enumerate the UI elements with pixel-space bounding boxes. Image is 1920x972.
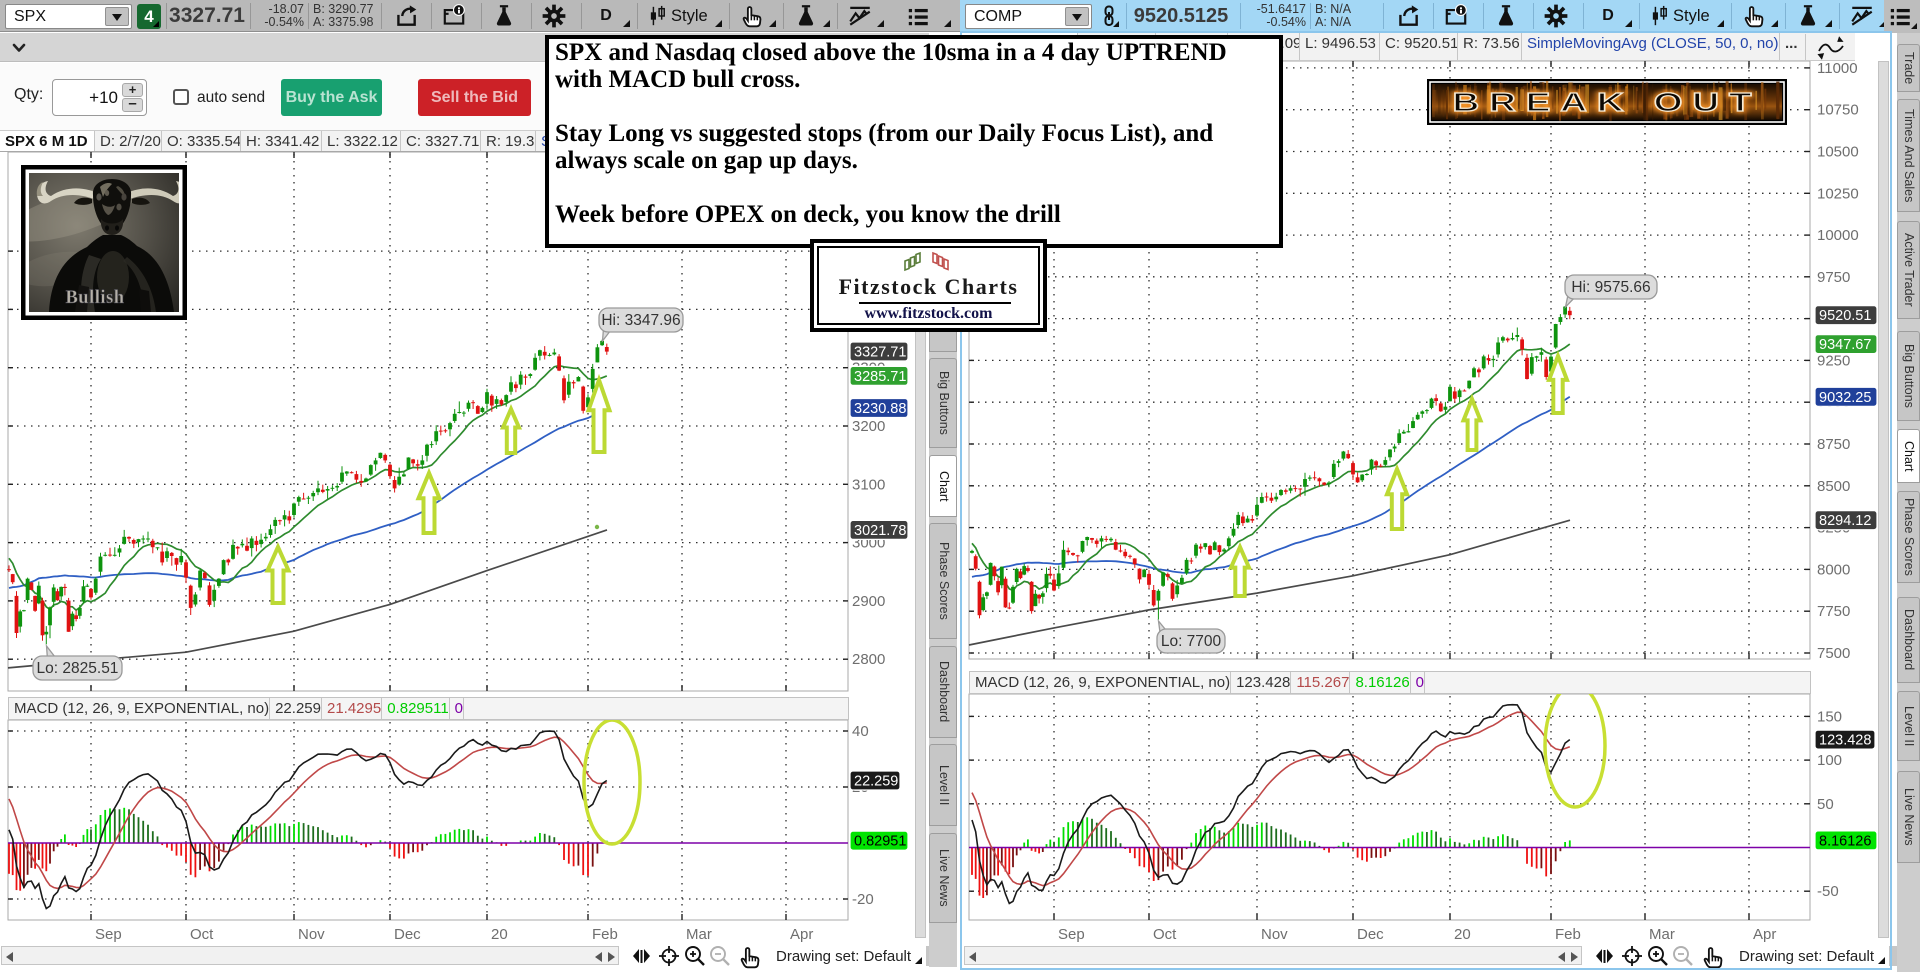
svg-text:-50: -50 (1817, 883, 1839, 900)
svg-text:22.259: 22.259 (854, 774, 898, 790)
svg-text:8.16126: 8.16126 (1819, 833, 1871, 849)
svg-text:11000: 11000 (1817, 60, 1858, 77)
svg-text:2800: 2800 (852, 651, 885, 668)
svg-text:100: 100 (1817, 752, 1842, 769)
svg-text:Lo: 7700: Lo: 7700 (1161, 633, 1222, 650)
svg-text:50: 50 (1817, 796, 1834, 813)
svg-text:7500: 7500 (1817, 645, 1850, 662)
svg-text:Dec: Dec (394, 926, 421, 943)
svg-text:3100: 3100 (852, 476, 885, 493)
svg-text:Hi: 9575.66: Hi: 9575.66 (1571, 279, 1650, 296)
svg-text:9032.25: 9032.25 (1819, 390, 1871, 406)
svg-text:40: 40 (852, 723, 869, 740)
svg-text:Feb: Feb (592, 926, 618, 943)
svg-text:Bullish: Bullish (65, 288, 124, 308)
svg-text:Dec: Dec (1357, 926, 1384, 943)
svg-text:3327.71: 3327.71 (854, 345, 906, 361)
svg-text:-20: -20 (852, 891, 874, 908)
svg-text:Mar: Mar (686, 926, 712, 943)
svg-text:3200: 3200 (852, 418, 885, 435)
svg-text:8000: 8000 (1817, 561, 1850, 578)
svg-text:Apr: Apr (790, 926, 813, 943)
svg-text:10000: 10000 (1817, 227, 1859, 244)
svg-text:10750: 10750 (1817, 102, 1859, 119)
svg-text:Nov: Nov (1261, 926, 1288, 943)
svg-text:3230.88: 3230.88 (854, 401, 906, 417)
svg-text:Feb: Feb (1555, 926, 1581, 943)
svg-text:Nov: Nov (298, 926, 325, 943)
svg-text:20: 20 (491, 926, 508, 943)
svg-text:BREAK OUT: BREAK OUT (1453, 87, 1762, 116)
svg-text:Mar: Mar (1649, 926, 1675, 943)
svg-text:3285.71: 3285.71 (854, 369, 906, 385)
svg-text:Sep: Sep (95, 926, 122, 943)
svg-text:150: 150 (1817, 708, 1842, 725)
svg-text:Oct: Oct (1153, 926, 1177, 943)
svg-text:2900: 2900 (852, 593, 885, 610)
svg-text:8750: 8750 (1817, 436, 1850, 453)
svg-text:7750: 7750 (1817, 603, 1850, 620)
svg-text:9347.67: 9347.67 (1819, 337, 1871, 353)
svg-text:10500: 10500 (1817, 143, 1859, 160)
svg-text:BREAK OUT: BREAK OUT (1453, 87, 1762, 116)
svg-text:9250: 9250 (1817, 352, 1850, 369)
svg-text:Lo: 2825.51: Lo: 2825.51 (37, 660, 119, 677)
svg-text:20: 20 (1454, 926, 1471, 943)
svg-text:9750: 9750 (1817, 269, 1850, 286)
svg-text:Sep: Sep (1058, 926, 1085, 943)
svg-text:Hi: 3347.96: Hi: 3347.96 (601, 312, 680, 329)
svg-text:10250: 10250 (1817, 185, 1859, 202)
svg-text:0.82951: 0.82951 (854, 834, 906, 850)
svg-text:8294.12: 8294.12 (1819, 513, 1871, 529)
svg-text:8500: 8500 (1817, 478, 1850, 495)
svg-text:Apr: Apr (1753, 926, 1776, 943)
svg-text:Oct: Oct (190, 926, 214, 943)
svg-text:123.428: 123.428 (1819, 733, 1871, 749)
svg-text:9520.51: 9520.51 (1819, 308, 1871, 324)
svg-text:3021.78: 3021.78 (854, 523, 906, 539)
